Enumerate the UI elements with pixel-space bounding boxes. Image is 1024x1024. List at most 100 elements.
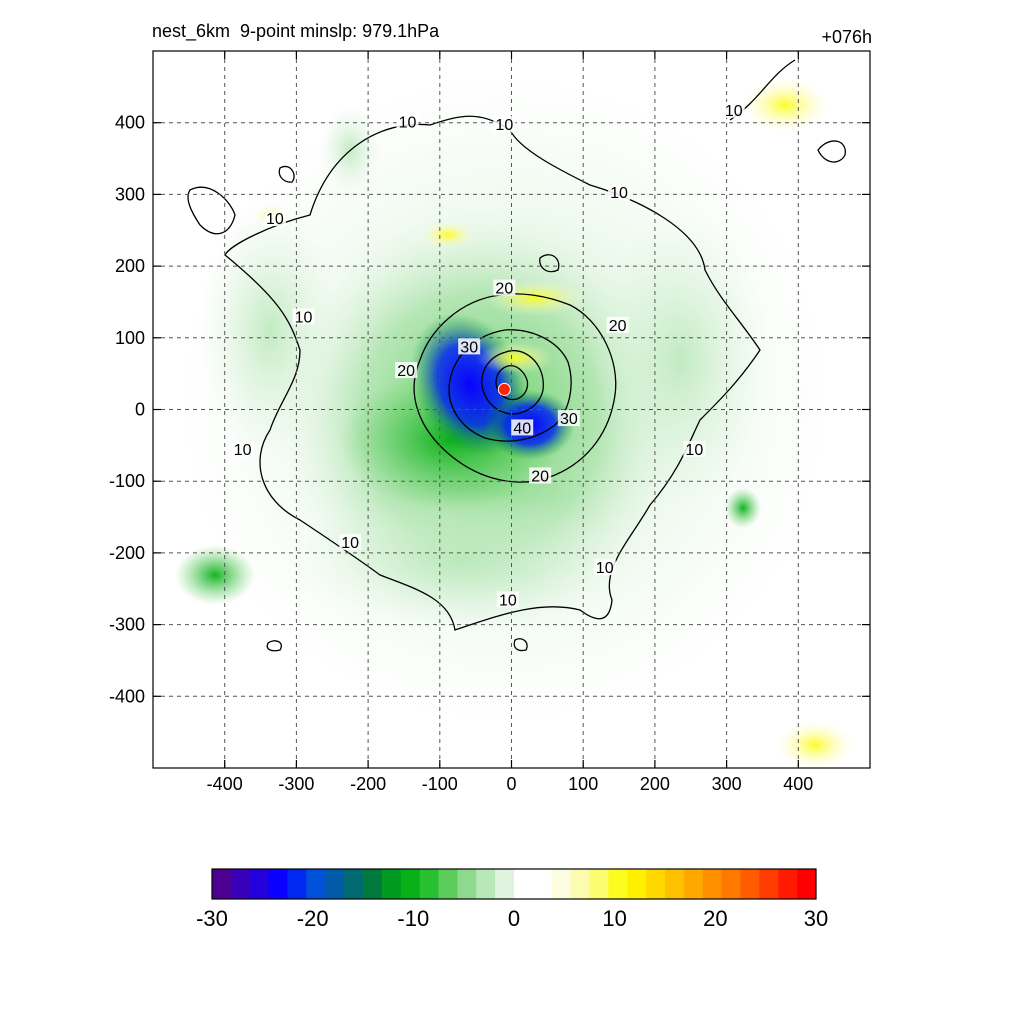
x-tick-label: 200 [640,774,670,794]
x-tick-label: -400 [207,774,243,794]
contour-10-south-loop [513,638,528,652]
colorbar-segment [627,869,647,899]
contour-label-bg [593,559,616,576]
colorbar-segment [249,869,270,899]
contour-label: 10 [495,117,513,134]
colorbar-segment [230,869,251,899]
y-tick-label: 300 [115,184,145,204]
y-tick-label: 400 [115,113,145,133]
colorbar-segment [438,869,458,899]
west-band-shading [200,200,340,460]
colorbar-segment [212,869,232,899]
contour-label-bg [493,279,516,296]
storm-center-marker [497,382,511,396]
y-tick-label: -200 [109,543,145,563]
colorbar-segment [721,869,741,899]
colorbar-segment [287,869,307,899]
y-tick-label: -400 [109,686,145,706]
contour-10-north-small-loop [539,254,560,273]
colorbar-segment [306,869,326,899]
contour-label: 10 [499,593,517,610]
x-tick-label: -300 [278,774,314,794]
northeast-yellow-shading [740,77,830,133]
colorbar-segment [665,869,685,899]
contour-10-outer [224,115,761,631]
colorbar-segment [740,869,760,899]
colorbar-tick-label: -10 [397,906,429,931]
colorbar-segment [759,869,779,899]
colorbar: -30 -20 -10 0 10 20 30 [196,868,828,931]
colorbar-segment [476,869,496,899]
contour-label-bg [458,338,481,355]
colorbar-segment [797,869,817,899]
contour-label: 20 [609,318,627,335]
contour-label: 20 [397,363,415,380]
colorbar-tick-label: 30 [804,906,828,931]
x-tick-label: -100 [422,774,458,794]
colorbar-tick-label: -30 [196,906,228,931]
x-tick-label: -200 [350,774,386,794]
contour-10-northwest-loop [187,186,236,235]
colorbar-segment [457,869,477,899]
colorbar-segment [381,869,402,899]
storm-center-group [497,382,511,396]
contour-10-southwest-loop [266,640,282,652]
contour-label-bg [493,116,516,133]
southeast-yellow-shading [775,720,855,768]
x-tick-label: 300 [712,774,742,794]
colorbar-segment [646,869,666,899]
contour-label: 10 [295,309,313,326]
southwest-patch-shading [175,545,255,605]
south-band-shading [290,490,630,630]
colorbar-segment [608,869,628,899]
contour-label: 10 [341,535,359,552]
colorbar-segment [532,869,553,899]
contour-label: 10 [685,442,703,459]
colorbar-segment [419,869,439,899]
contour-label-bg [722,101,745,118]
contour-label-bg [511,419,534,436]
y-tick-label: 0 [135,400,145,420]
colorbar-segment [551,869,572,899]
y-tick-label: -300 [109,615,145,635]
contour-label-bg [606,316,629,333]
contour-label: 10 [725,103,743,120]
forecast-hour-label: +076h [821,27,872,47]
contour-label: 10 [266,211,284,228]
contour-label: 40 [513,420,531,437]
contour-label-bg [529,467,552,484]
contour-10-nnw-small-loop [278,165,295,183]
colorbar-tick-label: 10 [602,906,626,931]
y-tick-label: 100 [115,328,145,348]
contour-label-bg [683,440,706,457]
colorbar-segment [778,869,798,899]
northwest-yellow-shading [420,221,476,249]
colorbar-segment [702,869,723,899]
colorbar-segment [570,869,590,899]
contour-label: 20 [531,468,549,485]
contour-labels: 10 10 10 10 10 10 10 10 10 10 10 20 20 20 20 30 30 40 [231,101,745,610]
colorbar-tick-label: 0 [508,906,520,931]
contour-20-ring [413,293,617,483]
contour-label: 30 [560,411,578,428]
colorbar-segment [514,869,534,899]
colorbar-segment [344,869,364,899]
colorbar-segment [400,869,421,899]
contour-label-bg [263,210,286,227]
contour-label: 30 [460,339,478,356]
colorbar-segment [495,869,515,899]
colorbar-segment [683,869,704,899]
colorbar-segment [325,869,345,899]
contour-label: 10 [234,442,252,459]
contour-label-bg [496,591,519,608]
contour-10-northeast-loop [817,140,846,163]
contour-label: 10 [596,560,614,577]
contour-label-bg [292,308,315,325]
x-tick-label: 0 [506,774,516,794]
east-cell-shading [725,488,761,528]
colorbar-segment [363,869,383,899]
contour-label-bg [231,440,254,457]
contour-label: 10 [399,114,417,131]
y-tick-label: -100 [109,471,145,491]
